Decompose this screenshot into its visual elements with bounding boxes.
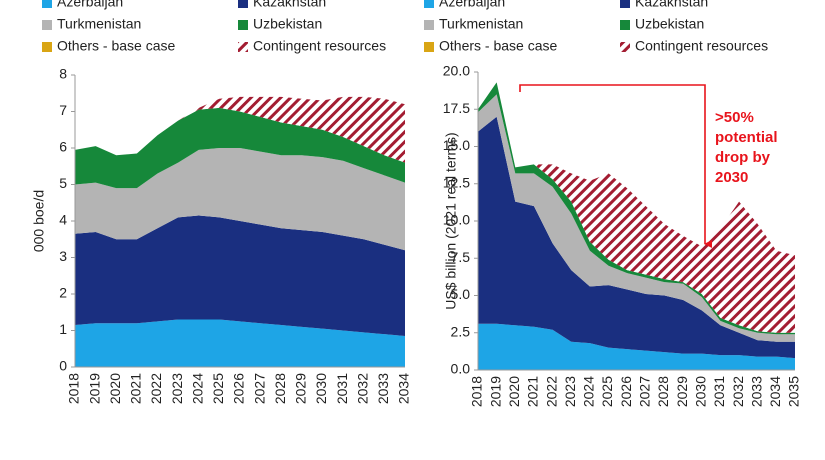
legend-label: Kazakhstan bbox=[635, 0, 708, 10]
x-tick-label: 2033 bbox=[748, 376, 764, 407]
x-tick-label: 2031 bbox=[334, 373, 350, 404]
x-tick-label: 2020 bbox=[506, 376, 522, 407]
x-tick-label: 2028 bbox=[655, 376, 671, 407]
y-tick-label: 7.5 bbox=[451, 249, 471, 265]
left-chart: Azerbaijan Kazakhstan Turkmenistan Uzbekist… bbox=[31, 0, 412, 404]
y-tick-label: 20.0 bbox=[443, 63, 470, 79]
x-tick-label: 2033 bbox=[375, 373, 391, 404]
annotation: 2030 bbox=[715, 169, 748, 186]
area bbox=[75, 107, 405, 189]
y-tick-label: 6 bbox=[59, 139, 67, 155]
legend-swatch bbox=[238, 0, 248, 8]
legend-swatch bbox=[620, 42, 630, 52]
x-tick-label: 2018 bbox=[66, 373, 82, 404]
y-tick-label: 4 bbox=[59, 212, 67, 228]
legend-swatch bbox=[620, 0, 630, 8]
legend-swatch bbox=[424, 20, 434, 30]
legend-label: Contingent resources bbox=[253, 38, 386, 54]
y-tick-label: 0 bbox=[59, 358, 67, 374]
area bbox=[478, 94, 795, 342]
legend-label: Turkmenistan bbox=[57, 16, 141, 32]
x-tick-label: 2029 bbox=[674, 376, 690, 407]
y-tick-label: 0.0 bbox=[451, 361, 471, 377]
legend-swatch bbox=[424, 42, 434, 52]
y-tick-label: 5.0 bbox=[451, 286, 471, 302]
y-tick-label: 17.5 bbox=[443, 100, 470, 116]
legend-swatch bbox=[238, 20, 248, 30]
x-tick-label: 2018 bbox=[469, 376, 485, 407]
y-tick-label: 7 bbox=[59, 102, 67, 118]
x-tick-label: 2027 bbox=[637, 376, 653, 407]
x-tick-label: 2022 bbox=[148, 373, 164, 404]
area bbox=[75, 96, 405, 163]
y-tick-label: 2.5 bbox=[451, 323, 471, 339]
annotation: >50% bbox=[715, 109, 754, 126]
legend-label: Kazakhstan bbox=[253, 0, 326, 10]
x-tick-label: 2029 bbox=[293, 373, 309, 404]
legend-swatch bbox=[42, 0, 52, 8]
legend-label: Turkmenistan bbox=[439, 16, 523, 32]
legend-label: Uzbekistan bbox=[253, 16, 322, 32]
y-tick-label: 10.0 bbox=[443, 212, 470, 228]
area bbox=[75, 215, 405, 336]
y-tick-label: 2 bbox=[59, 285, 67, 301]
legend-swatch bbox=[42, 20, 52, 30]
area bbox=[478, 116, 795, 359]
x-tick-label: 2025 bbox=[599, 376, 615, 407]
y-tick-label: 5 bbox=[59, 175, 67, 191]
annotation-arrow bbox=[519, 84, 712, 248]
x-tick-label: 2019 bbox=[487, 376, 503, 407]
legend-swatch bbox=[424, 0, 434, 8]
legend-label: Others - base case bbox=[439, 38, 557, 54]
y-tick-label: 3 bbox=[59, 248, 67, 264]
legend-swatch bbox=[238, 42, 248, 52]
x-tick-label: 2031 bbox=[711, 376, 727, 407]
x-tick-label: 2034 bbox=[767, 376, 783, 407]
area bbox=[75, 319, 405, 367]
annotation: drop by bbox=[715, 149, 771, 166]
y-tick-label: 15.0 bbox=[443, 137, 470, 153]
x-tick-label: 2035 bbox=[786, 376, 802, 407]
x-tick-label: 2023 bbox=[169, 373, 185, 404]
x-tick-label: 2024 bbox=[189, 373, 205, 404]
area bbox=[478, 82, 795, 333]
x-tick-label: 2030 bbox=[692, 376, 708, 407]
x-tick-label: 2032 bbox=[730, 376, 746, 407]
y-tick-label: 8 bbox=[59, 66, 67, 82]
x-tick-label: 2028 bbox=[272, 373, 288, 404]
y-tick-label: 1 bbox=[59, 321, 67, 337]
legend-label: Uzbekistan bbox=[635, 16, 704, 32]
x-tick-label: 2032 bbox=[354, 373, 370, 404]
x-tick-label: 2024 bbox=[581, 376, 597, 407]
x-tick-label: 2019 bbox=[86, 373, 102, 404]
legend-label: Azerbaijan bbox=[57, 0, 123, 10]
x-tick-label: 2021 bbox=[525, 376, 541, 407]
y-axis-label: US$ billion (2021 real terms) bbox=[443, 132, 459, 309]
legend-label: Others - base case bbox=[57, 38, 175, 54]
legend-label: Azerbaijan bbox=[439, 0, 505, 10]
x-tick-label: 2020 bbox=[107, 373, 123, 404]
x-tick-label: 2025 bbox=[210, 373, 226, 404]
x-tick-label: 2026 bbox=[618, 376, 634, 407]
x-tick-label: 2023 bbox=[562, 376, 578, 407]
annotation: potential bbox=[715, 129, 778, 146]
y-axis-label: 000 boe/d bbox=[31, 190, 47, 252]
legend-swatch bbox=[42, 42, 52, 52]
legend-label: Contingent resources bbox=[635, 38, 768, 54]
x-tick-label: 2022 bbox=[543, 376, 559, 407]
x-tick-label: 2027 bbox=[251, 373, 267, 404]
x-tick-label: 2030 bbox=[313, 373, 329, 404]
right-chart: Azerbaijan Kazakhstan Turkmenistan Uzbekist… bbox=[424, 0, 802, 407]
y-tick-label: 12.5 bbox=[443, 174, 470, 190]
area bbox=[478, 323, 795, 370]
x-tick-label: 2021 bbox=[128, 373, 144, 404]
x-tick-label: 2034 bbox=[396, 373, 412, 404]
x-tick-label: 2026 bbox=[231, 373, 247, 404]
legend-swatch bbox=[620, 20, 630, 30]
